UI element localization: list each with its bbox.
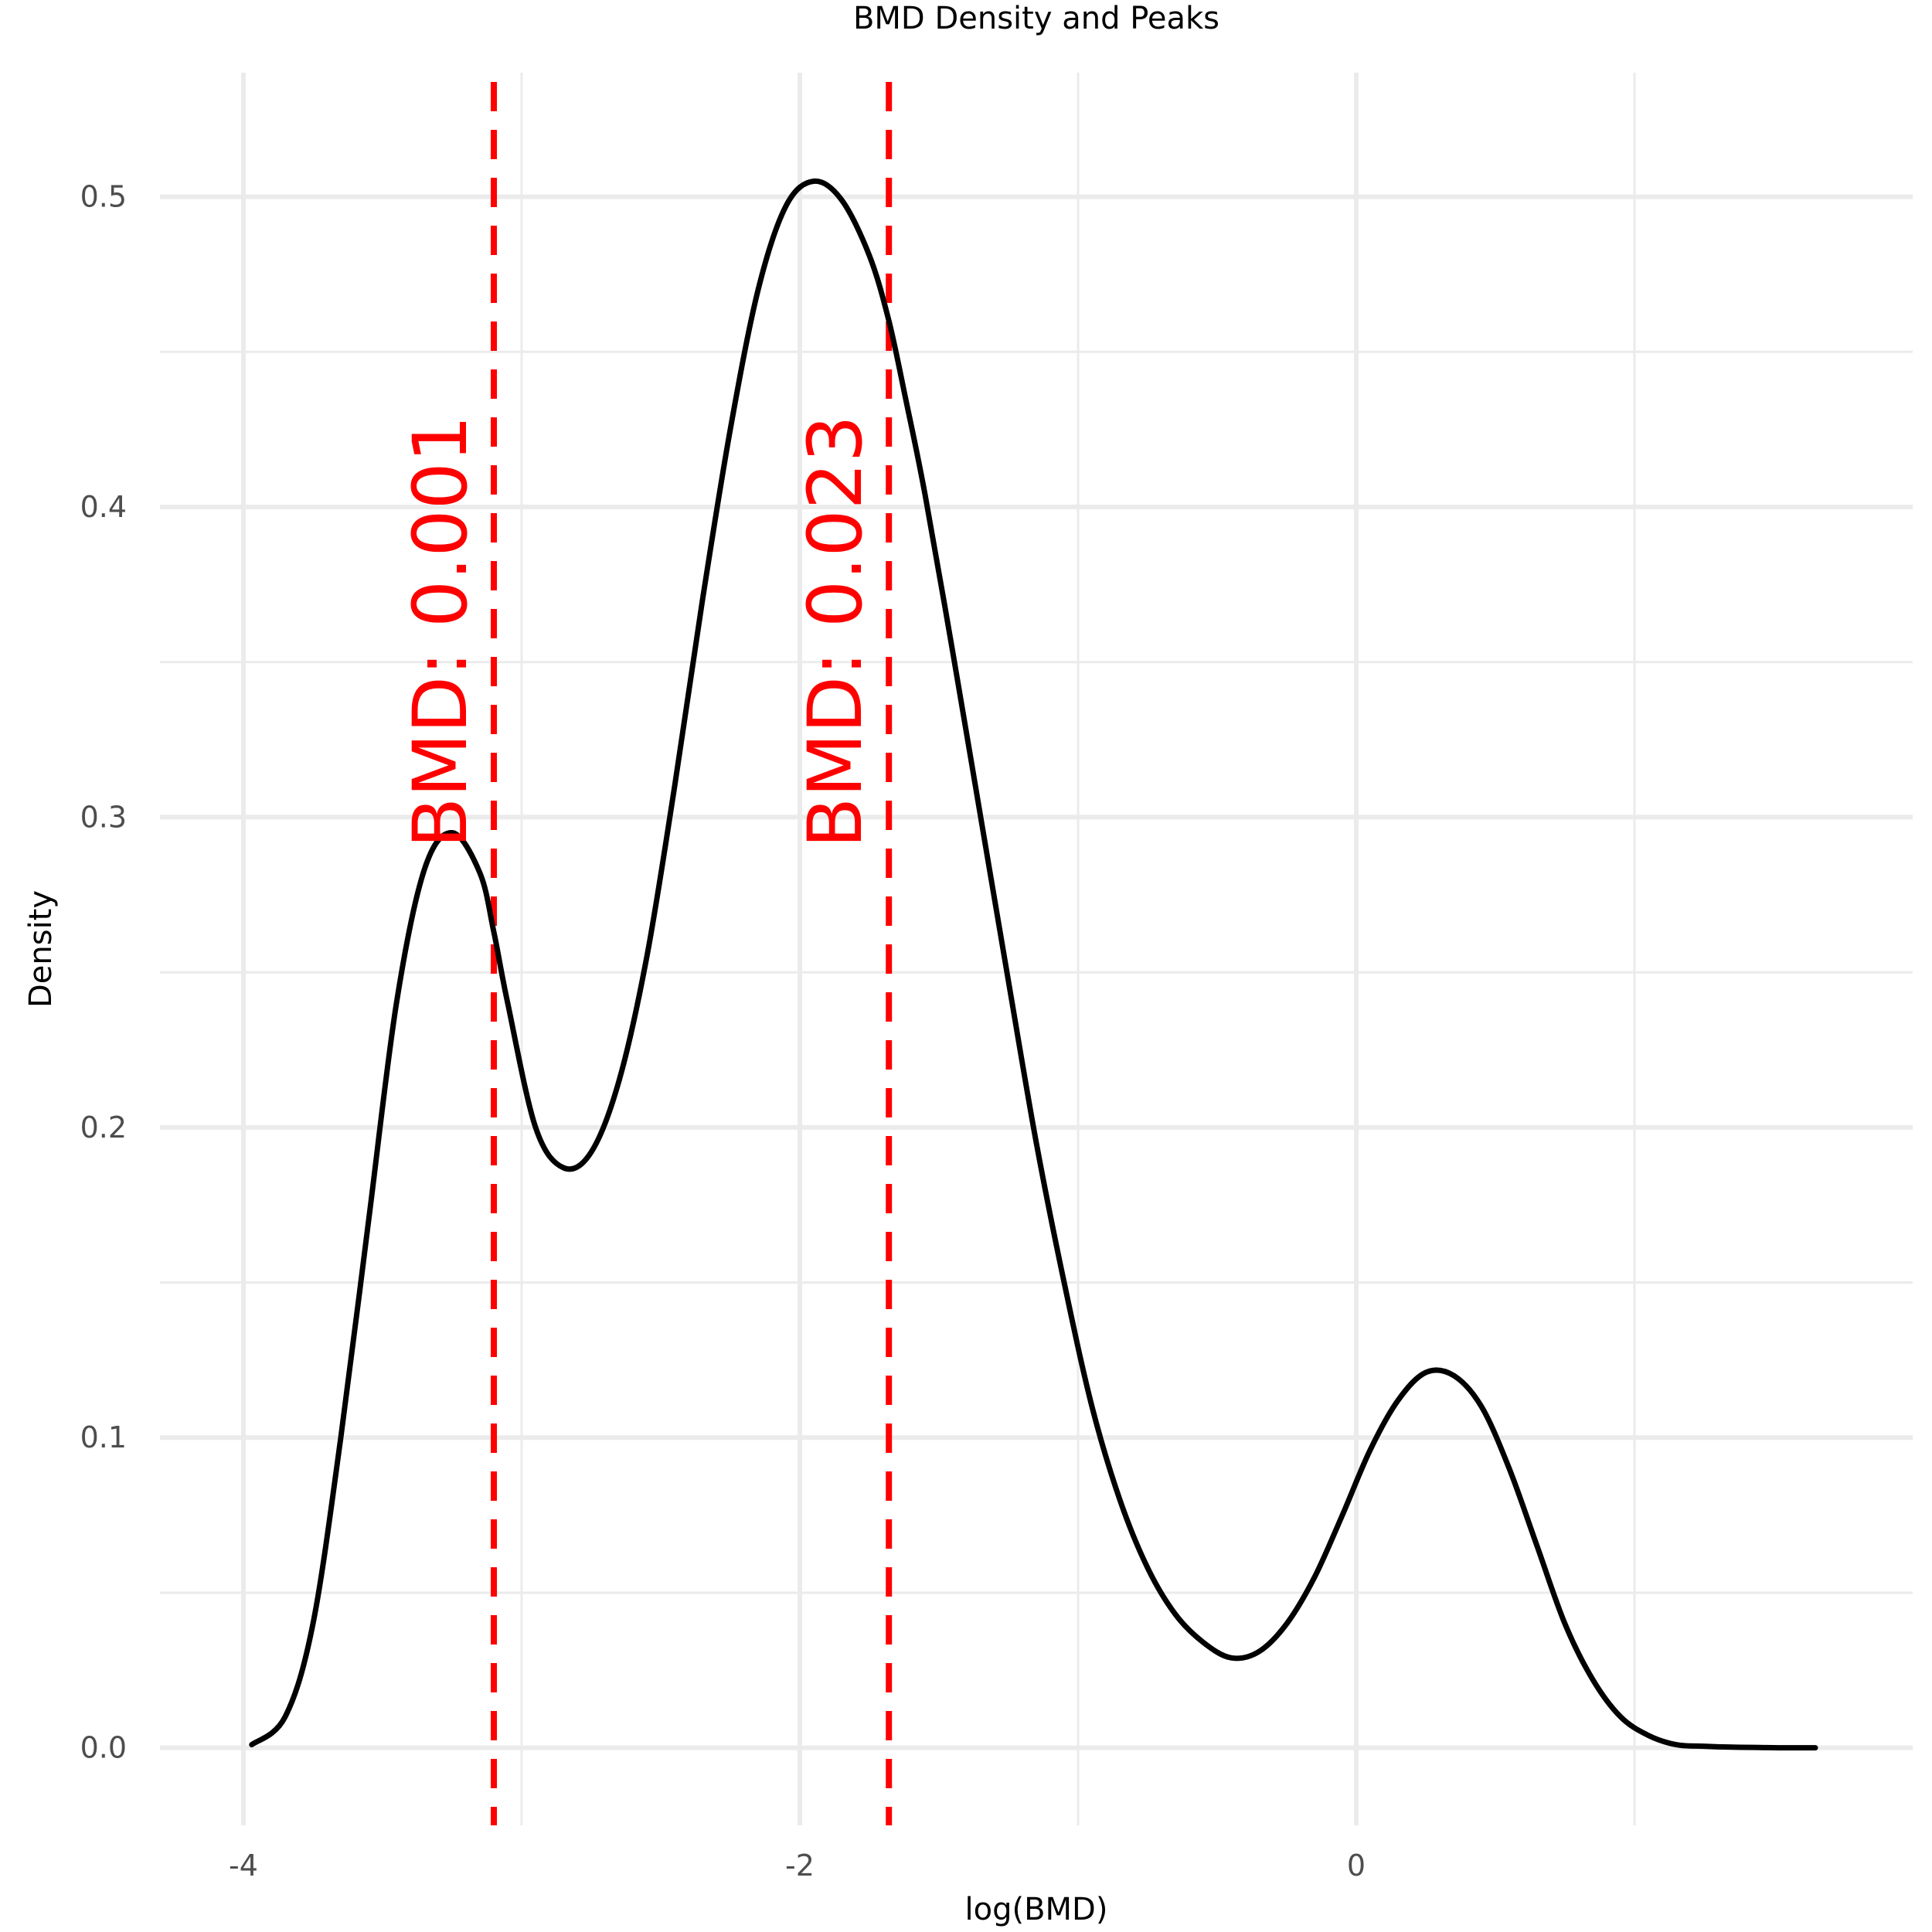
peak-lines (491, 82, 893, 1825)
x-tick-label: -4 (229, 1849, 258, 1883)
peak-label: BMD: 0.001 (397, 415, 484, 848)
y-tick-label: 0.0 (80, 1731, 127, 1765)
minor-gridlines (160, 73, 1913, 1825)
y-axis-title: Density (23, 890, 59, 1008)
series-group (249, 178, 1818, 1751)
y-tick-label: 0.5 (80, 180, 127, 214)
x-tick-label: -2 (785, 1849, 815, 1883)
y-tick-label: 0.2 (80, 1111, 127, 1145)
y-tick-labels: 0.0 0.1 0.2 0.3 0.4 0.5 (80, 180, 127, 1765)
peak-labels: BMD: 0.001 BMD: 0.023 (397, 415, 879, 848)
x-tick-label: 0 (1347, 1849, 1366, 1883)
major-gridlines (160, 73, 1913, 1825)
y-tick-label: 0.3 (80, 800, 127, 834)
x-tick-labels: -4 -2 0 (229, 1849, 1366, 1883)
x-axis-title: log(BMD) (965, 1892, 1108, 1927)
density-curve (249, 178, 1818, 1751)
y-tick-label: 0.4 (80, 490, 127, 524)
chart-title: BMD Density and Peaks (853, 1, 1219, 36)
y-tick-label: 0.1 (80, 1420, 127, 1454)
peak-label: BMD: 0.023 (792, 415, 879, 848)
